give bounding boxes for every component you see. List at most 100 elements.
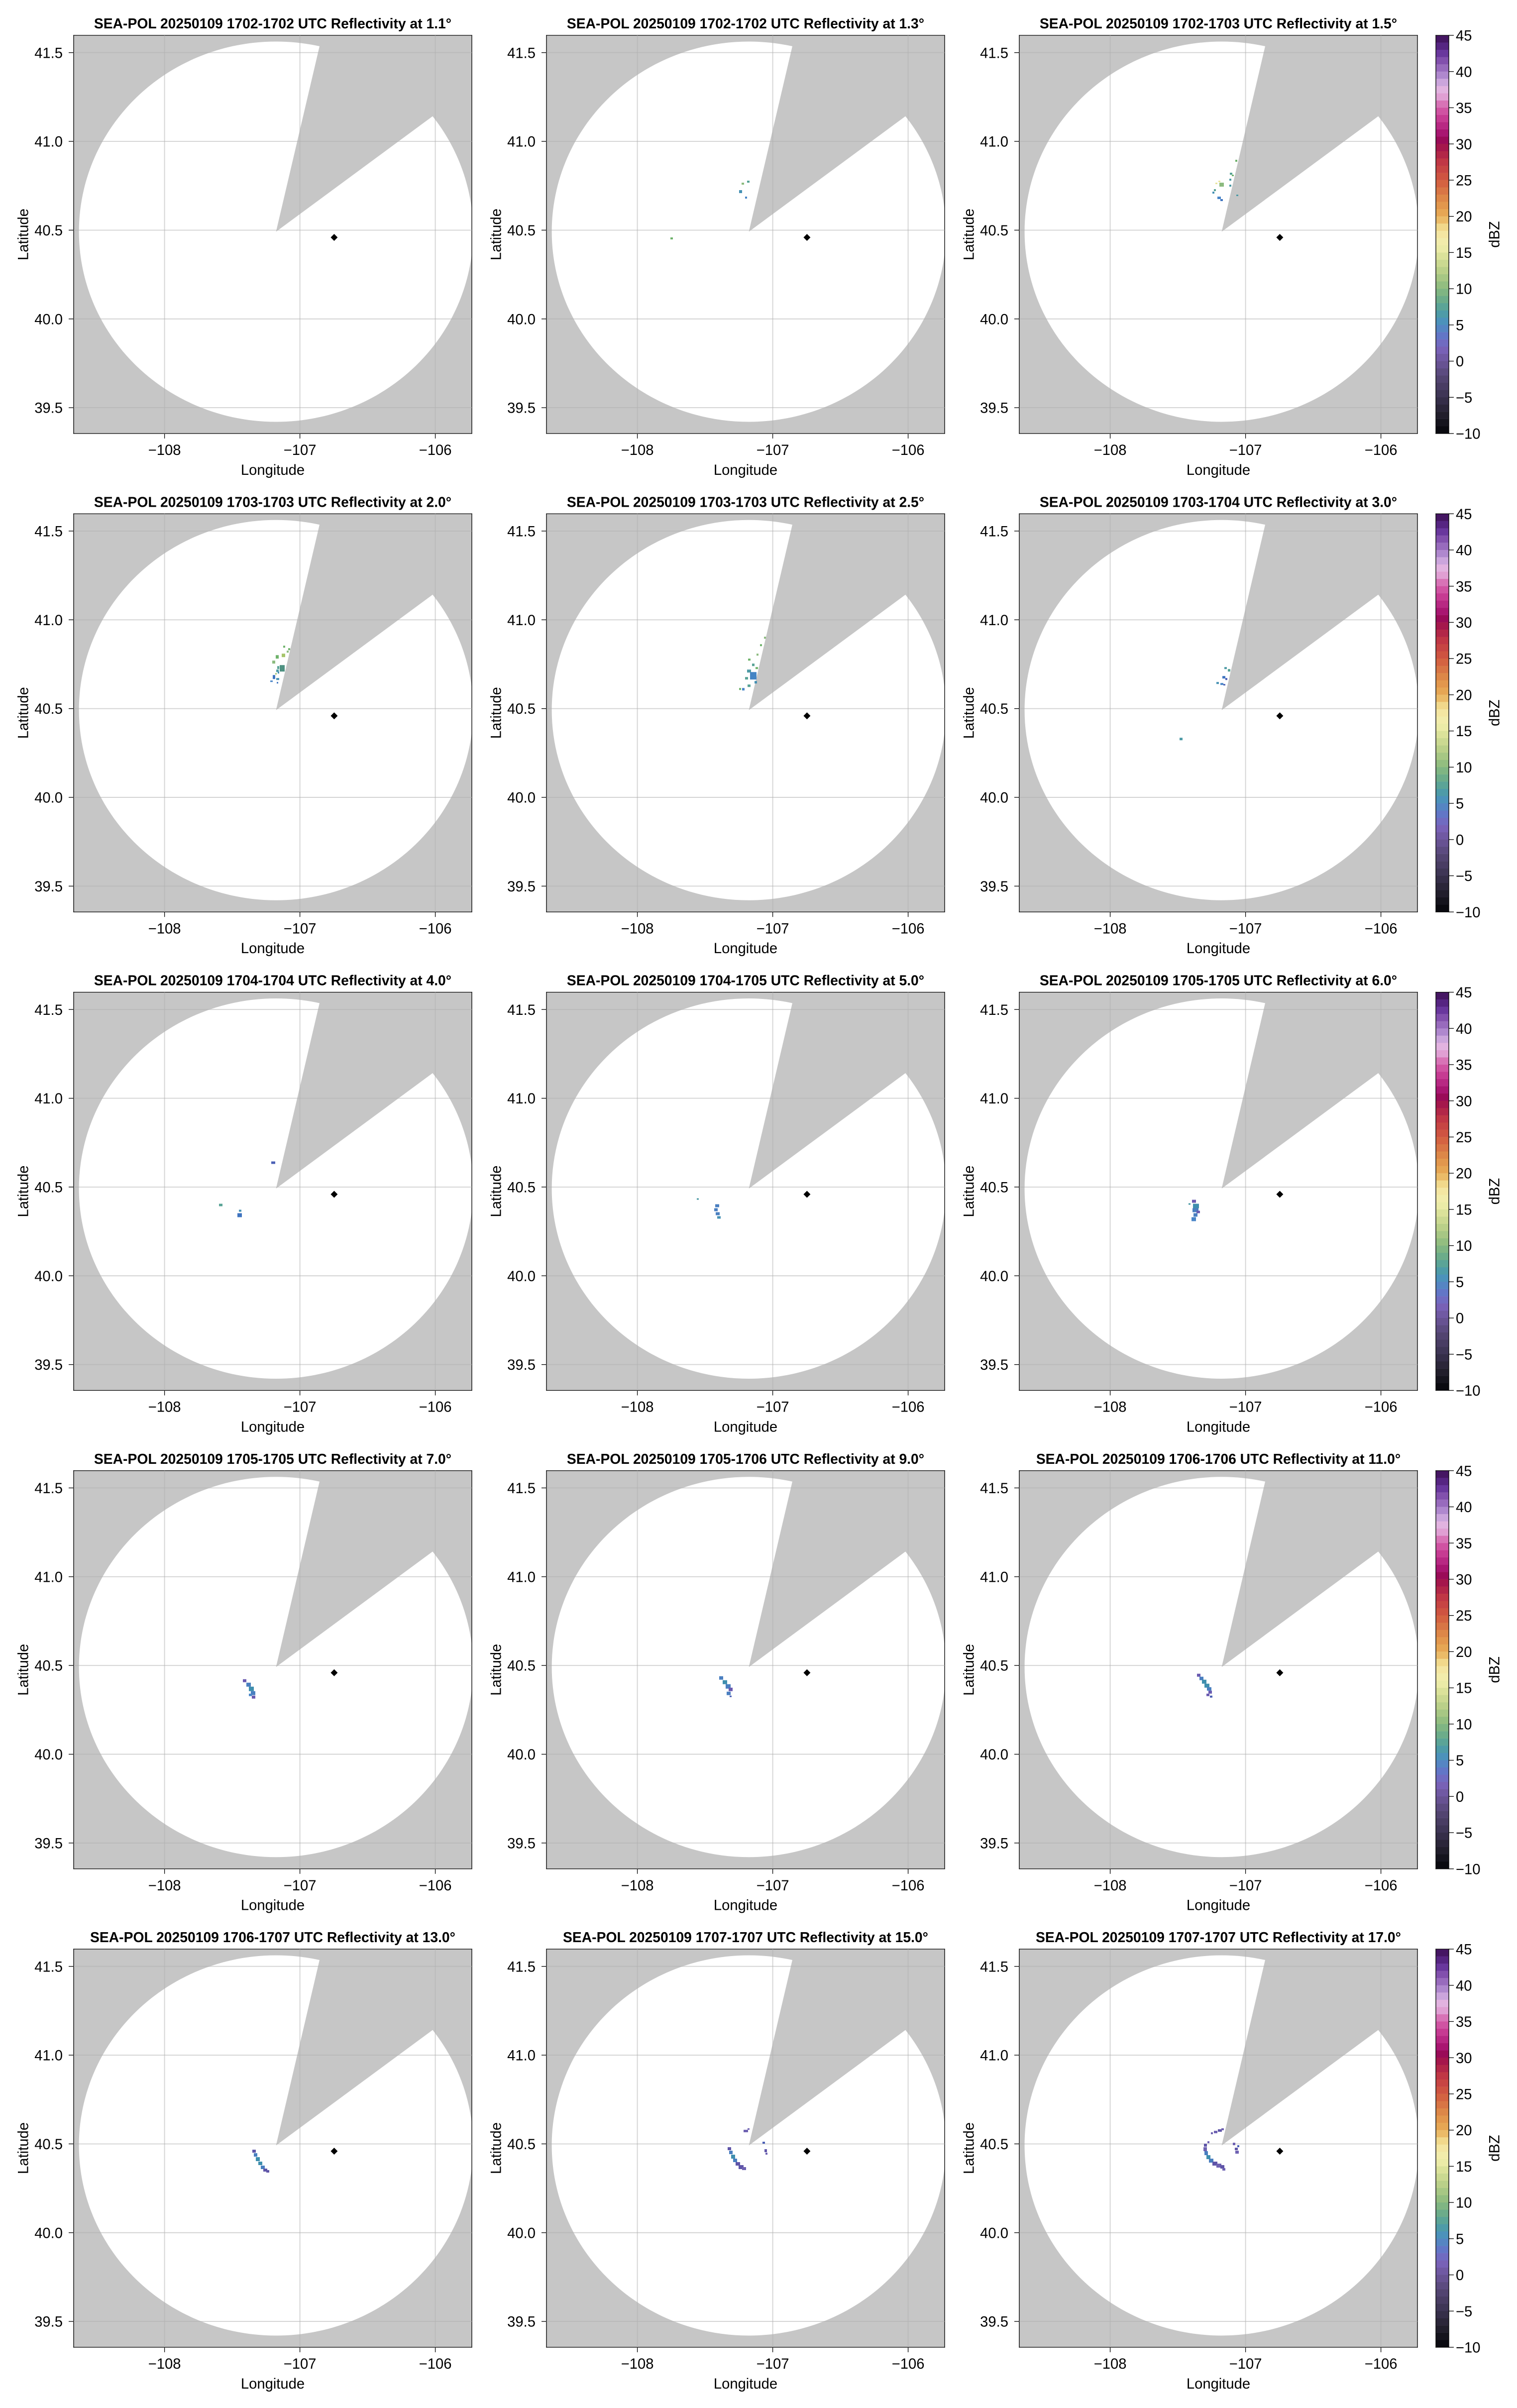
svg-text:45: 45 bbox=[1456, 1463, 1472, 1479]
svg-text:SEA-POL 20250109 1705-1706 UTC: SEA-POL 20250109 1705-1706 UTC Reflectiv… bbox=[567, 1451, 924, 1467]
svg-text:39.5: 39.5 bbox=[34, 1836, 63, 1852]
svg-text:40: 40 bbox=[1456, 1978, 1472, 1994]
svg-text:Latitude: Latitude bbox=[962, 209, 977, 260]
svg-text:Longitude: Longitude bbox=[714, 1898, 777, 1914]
svg-text:Longitude: Longitude bbox=[1187, 2376, 1250, 2392]
svg-text:Latitude: Latitude bbox=[962, 2122, 977, 2174]
svg-text:40.0: 40.0 bbox=[34, 2225, 63, 2241]
svg-text:35: 35 bbox=[1456, 579, 1472, 595]
svg-text:−107: −107 bbox=[284, 2356, 317, 2372]
svg-text:41.0: 41.0 bbox=[980, 2048, 1008, 2064]
svg-text:SEA-POL 20250109 1704-1704 UTC: SEA-POL 20250109 1704-1704 UTC Reflectiv… bbox=[94, 973, 451, 988]
svg-text:39.5: 39.5 bbox=[34, 1357, 63, 1373]
svg-text:25: 25 bbox=[1456, 1130, 1472, 1146]
svg-text:Latitude: Latitude bbox=[962, 687, 977, 739]
svg-text:−107: −107 bbox=[284, 1400, 317, 1416]
svg-text:45: 45 bbox=[1456, 985, 1472, 1001]
svg-text:Latitude: Latitude bbox=[489, 1166, 505, 1217]
svg-text:−106: −106 bbox=[1365, 442, 1398, 458]
svg-text:39.5: 39.5 bbox=[507, 401, 536, 417]
svg-text:40: 40 bbox=[1456, 1021, 1472, 1037]
svg-text:dBZ: dBZ bbox=[1487, 221, 1503, 248]
svg-text:Longitude: Longitude bbox=[241, 1419, 305, 1435]
svg-text:41.0: 41.0 bbox=[507, 1091, 536, 1107]
svg-text:40.5: 40.5 bbox=[34, 1180, 63, 1196]
svg-text:40: 40 bbox=[1456, 64, 1472, 80]
svg-text:40.5: 40.5 bbox=[507, 1658, 536, 1674]
svg-text:SEA-POL 20250109 1703-1703 UTC: SEA-POL 20250109 1703-1703 UTC Reflectiv… bbox=[94, 494, 451, 510]
svg-text:41.0: 41.0 bbox=[34, 613, 63, 629]
svg-text:39.5: 39.5 bbox=[507, 2314, 536, 2330]
svg-text:20: 20 bbox=[1456, 1644, 1472, 1660]
svg-text:−106: −106 bbox=[892, 442, 925, 458]
svg-text:10: 10 bbox=[1456, 760, 1472, 776]
svg-text:−107: −107 bbox=[757, 1878, 789, 1894]
svg-text:40.0: 40.0 bbox=[34, 1747, 63, 1763]
svg-text:35: 35 bbox=[1456, 1058, 1472, 1074]
svg-text:−106: −106 bbox=[419, 2356, 452, 2372]
svg-text:dBZ: dBZ bbox=[1487, 1178, 1503, 1205]
svg-text:41.5: 41.5 bbox=[34, 1002, 63, 1018]
svg-text:5: 5 bbox=[1456, 2231, 1464, 2247]
svg-text:41.0: 41.0 bbox=[507, 1569, 536, 1585]
svg-text:20: 20 bbox=[1456, 1166, 1472, 1182]
svg-text:SEA-POL 20250109 1705-1705 UTC: SEA-POL 20250109 1705-1705 UTC Reflectiv… bbox=[1040, 973, 1397, 988]
svg-text:41.5: 41.5 bbox=[507, 1959, 536, 1975]
svg-text:40: 40 bbox=[1456, 1500, 1472, 1516]
svg-text:5: 5 bbox=[1456, 1275, 1464, 1291]
svg-text:35: 35 bbox=[1456, 2014, 1472, 2030]
svg-text:−108: −108 bbox=[621, 2356, 654, 2372]
svg-text:dBZ: dBZ bbox=[1487, 2135, 1503, 2162]
svg-text:40.5: 40.5 bbox=[34, 2137, 63, 2153]
svg-text:SEA-POL 20250109 1707-1707 UTC: SEA-POL 20250109 1707-1707 UTC Reflectiv… bbox=[1036, 1929, 1401, 1945]
svg-text:41.0: 41.0 bbox=[34, 134, 63, 150]
svg-text:41.5: 41.5 bbox=[34, 1959, 63, 1975]
svg-text:5: 5 bbox=[1456, 1753, 1464, 1769]
svg-text:−106: −106 bbox=[892, 1878, 925, 1894]
svg-text:Longitude: Longitude bbox=[1187, 941, 1250, 957]
svg-text:39.5: 39.5 bbox=[34, 879, 63, 895]
svg-text:Latitude: Latitude bbox=[16, 2122, 32, 2174]
svg-text:−10: −10 bbox=[1456, 427, 1481, 442]
svg-text:Longitude: Longitude bbox=[241, 941, 305, 957]
svg-text:15: 15 bbox=[1456, 724, 1472, 740]
svg-text:45: 45 bbox=[1456, 507, 1472, 523]
svg-text:41.0: 41.0 bbox=[34, 2048, 63, 2064]
svg-text:−108: −108 bbox=[148, 442, 181, 458]
svg-text:Longitude: Longitude bbox=[241, 1898, 305, 1914]
svg-text:Latitude: Latitude bbox=[962, 1166, 977, 1217]
svg-text:Longitude: Longitude bbox=[1187, 462, 1250, 478]
svg-text:−108: −108 bbox=[148, 2356, 181, 2372]
svg-text:41.5: 41.5 bbox=[980, 1481, 1008, 1497]
svg-text:Longitude: Longitude bbox=[1187, 1898, 1250, 1914]
svg-text:dBZ: dBZ bbox=[1487, 699, 1503, 726]
svg-text:−108: −108 bbox=[148, 1878, 181, 1894]
svg-text:−106: −106 bbox=[1365, 921, 1398, 937]
svg-text:SEA-POL 20250109 1703-1704 UTC: SEA-POL 20250109 1703-1704 UTC Reflectiv… bbox=[1040, 494, 1397, 510]
svg-text:40.0: 40.0 bbox=[507, 790, 536, 806]
svg-text:Longitude: Longitude bbox=[714, 462, 777, 478]
svg-text:45: 45 bbox=[1456, 28, 1472, 44]
svg-text:41.5: 41.5 bbox=[980, 1002, 1008, 1018]
svg-text:30: 30 bbox=[1456, 1572, 1472, 1588]
svg-text:40.0: 40.0 bbox=[507, 1747, 536, 1763]
svg-text:41.5: 41.5 bbox=[34, 524, 63, 540]
svg-text:39.5: 39.5 bbox=[34, 2314, 63, 2330]
svg-text:−107: −107 bbox=[1229, 921, 1262, 937]
svg-text:SEA-POL 20250109 1702-1702 UTC: SEA-POL 20250109 1702-1702 UTC Reflectiv… bbox=[567, 15, 924, 31]
svg-text:5: 5 bbox=[1456, 318, 1464, 333]
svg-text:39.5: 39.5 bbox=[34, 401, 63, 417]
svg-text:40.5: 40.5 bbox=[980, 701, 1008, 717]
svg-text:−107: −107 bbox=[284, 921, 317, 937]
svg-text:30: 30 bbox=[1456, 2051, 1472, 2067]
svg-text:−108: −108 bbox=[621, 442, 654, 458]
svg-text:41.0: 41.0 bbox=[34, 1091, 63, 1107]
svg-text:−10: −10 bbox=[1456, 2340, 1481, 2356]
svg-text:−107: −107 bbox=[757, 1400, 789, 1416]
svg-text:0: 0 bbox=[1456, 1789, 1464, 1805]
svg-text:−108: −108 bbox=[1094, 2356, 1127, 2372]
svg-text:30: 30 bbox=[1456, 1094, 1472, 1109]
svg-text:Latitude: Latitude bbox=[489, 687, 505, 739]
svg-text:Longitude: Longitude bbox=[241, 2376, 305, 2392]
svg-text:dBZ: dBZ bbox=[1487, 1656, 1503, 1683]
